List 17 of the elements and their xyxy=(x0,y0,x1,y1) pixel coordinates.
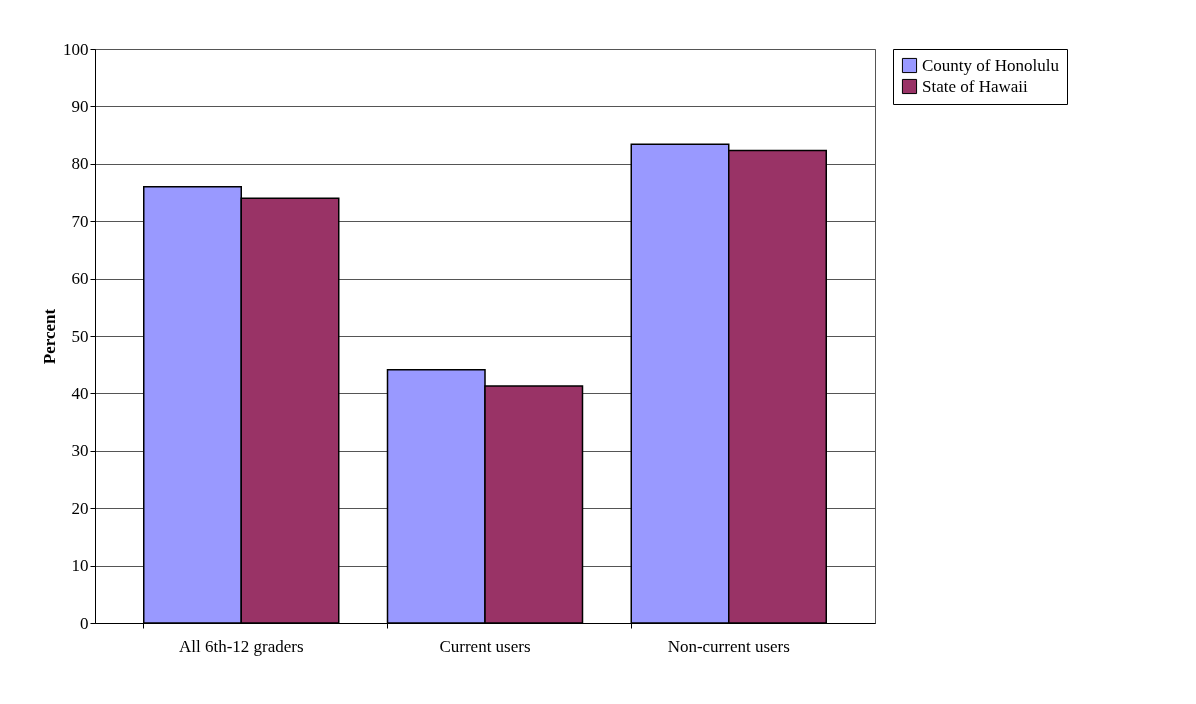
y-tick-label: 10 xyxy=(71,556,89,576)
y-tick-label: 80 xyxy=(71,154,89,174)
y-tick-label: 100 xyxy=(63,39,89,59)
legend-label: State of Hawaii xyxy=(922,76,1029,96)
y-tick-label: 90 xyxy=(71,96,89,116)
y-tick-label: 0 xyxy=(80,613,89,633)
y-tick-label: 40 xyxy=(71,383,89,403)
y-tick-label: 70 xyxy=(71,211,89,231)
x-tick-label: Non-current users xyxy=(667,636,790,656)
y-axis-title: Percent xyxy=(40,308,59,365)
y-tick-label: 20 xyxy=(71,498,89,518)
legend-label: County of Honolulu xyxy=(922,55,1060,75)
y-tick-label: 60 xyxy=(71,269,89,289)
x-tick-label: All 6th-12 graders xyxy=(178,636,304,656)
y-tick-label: 50 xyxy=(71,326,89,346)
y-tick-label: 30 xyxy=(71,441,89,461)
x-tick-label: Current users xyxy=(439,636,531,656)
